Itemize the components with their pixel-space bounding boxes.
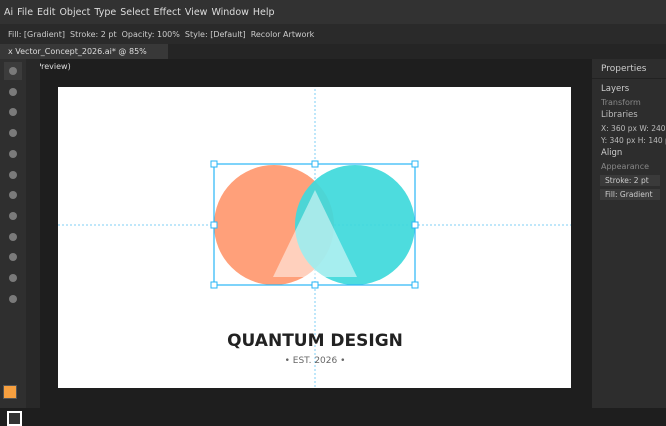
selection-handles xyxy=(210,160,419,289)
control-bar: Fill: [Gradient] Stroke: 2 pt Opacity: 1… xyxy=(0,24,666,44)
tool-icon xyxy=(9,170,17,179)
logo-subtitle[interactable]: • EST. 2026 • xyxy=(285,356,346,366)
tool-icon xyxy=(9,87,17,96)
document-tab[interactable]: x Vector_Concept_2026.ai* @ 85% (CMYK/Pr… xyxy=(0,44,168,71)
menu-effect[interactable]: Effect xyxy=(153,6,181,18)
tool-icon xyxy=(9,129,17,138)
handle[interactable] xyxy=(210,281,218,289)
tool-button[interactable] xyxy=(4,103,22,121)
libraries-tab[interactable]: Libraries xyxy=(601,110,638,120)
logo-title[interactable]: QUANTUM DESIGN xyxy=(227,331,403,351)
artwork[interactable]: QUANTUM DESIGN • EST. 2026 • xyxy=(58,87,571,388)
tool-button[interactable] xyxy=(4,248,22,266)
transform-section: Transform xyxy=(601,98,641,107)
tool-icon xyxy=(9,232,17,241)
tool-button[interactable] xyxy=(4,145,22,163)
menu-select[interactable]: Select xyxy=(120,6,150,18)
menu-edit[interactable]: Edit xyxy=(37,6,56,18)
menu-window[interactable]: Window xyxy=(211,6,249,18)
tool-icon xyxy=(9,274,17,282)
opacity-control[interactable]: Opacity: 100% xyxy=(121,29,180,39)
menu-object[interactable]: Object xyxy=(59,6,91,18)
appearance-section: Appearance xyxy=(601,162,650,171)
tool-button[interactable] xyxy=(4,166,22,184)
handle[interactable] xyxy=(311,281,319,289)
handle[interactable] xyxy=(311,160,319,168)
tool-icon xyxy=(9,191,17,200)
tool-icon xyxy=(9,67,17,75)
tool-icon xyxy=(9,253,17,262)
tool-button[interactable] xyxy=(4,186,22,204)
menu-view[interactable]: View xyxy=(184,6,208,18)
style-control[interactable]: Style: [Default] xyxy=(184,29,246,39)
toolbar xyxy=(0,59,26,426)
tool-button[interactable] xyxy=(4,62,22,80)
menu-type[interactable]: Type xyxy=(94,6,117,18)
stroke-field[interactable]: Stroke: 2 pt xyxy=(600,175,660,186)
canvas-margin xyxy=(26,59,40,408)
tool-icon xyxy=(9,211,17,220)
tool-button[interactable] xyxy=(4,269,22,287)
menu-help[interactable]: Help xyxy=(252,6,275,18)
properties-panel: Properties Layers Transform Libraries X:… xyxy=(592,59,666,408)
fill-swatch[interactable] xyxy=(3,385,17,399)
tool-button[interactable] xyxy=(4,207,22,225)
tool-icon xyxy=(9,294,17,303)
handle[interactable] xyxy=(411,160,419,168)
triangle[interactable] xyxy=(273,190,357,277)
handle[interactable] xyxy=(210,221,218,229)
transform-yh[interactable]: Y: 340 px H: 140 px xyxy=(601,136,666,145)
recolor-artwork-button[interactable]: Recolor Artwork xyxy=(250,29,315,39)
handle[interactable] xyxy=(210,160,218,168)
layers-tab[interactable]: Layers xyxy=(601,84,630,94)
fill-control[interactable]: Fill: [Gradient] xyxy=(8,29,65,39)
tool-button[interactable] xyxy=(4,290,22,308)
menu-ai[interactable]: Ai xyxy=(4,6,14,18)
tool-button[interactable] xyxy=(4,83,22,101)
tool-button[interactable] xyxy=(4,228,22,246)
tool-button[interactable] xyxy=(4,124,22,142)
align-tab[interactable]: Align xyxy=(601,148,623,158)
tool-icon xyxy=(9,108,17,117)
handle[interactable] xyxy=(411,221,419,229)
menu-file[interactable]: File xyxy=(17,6,34,18)
tool-icon xyxy=(9,149,17,158)
transform-xw[interactable]: X: 360 px W: 240 px xyxy=(601,124,666,133)
stroke-control[interactable]: Stroke: 2 pt xyxy=(70,29,117,39)
artboard[interactable]: QUANTUM DESIGN • EST. 2026 • xyxy=(58,87,571,388)
handle[interactable] xyxy=(411,281,419,289)
menu-bar: Ai File Edit Object Type Select Effect View Wind… xyxy=(0,0,666,24)
document-tabs: x Vector_Concept_2026.ai* @ 85% (CMYK/Pr… xyxy=(0,44,666,71)
panel-title[interactable]: Properties xyxy=(592,59,666,79)
fill-field[interactable]: Fill: Gradient xyxy=(600,189,660,200)
stroke-swatch[interactable] xyxy=(7,411,22,426)
close-tab-icon[interactable]: x xyxy=(8,47,13,56)
